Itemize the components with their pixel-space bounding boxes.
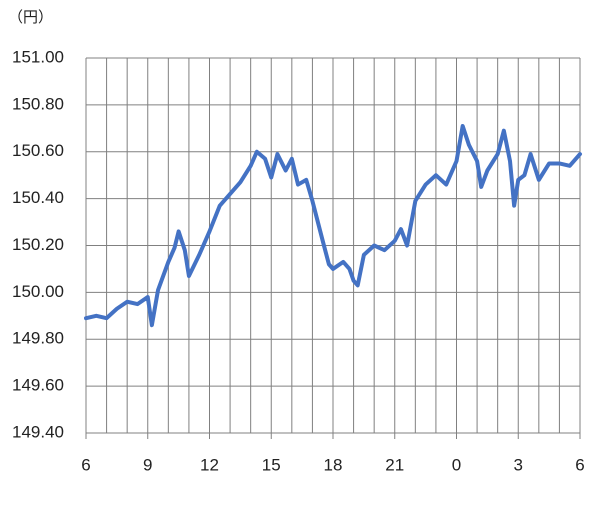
y-tick-label: 150.40: [12, 188, 64, 207]
y-tick-label: 150.20: [12, 235, 64, 254]
y-axis-label: （円）: [8, 9, 53, 26]
y-tick-label: 150.60: [12, 141, 64, 160]
x-tick-label: 18: [324, 455, 343, 474]
y-tick-label: 150.80: [12, 94, 64, 113]
y-tick-label: 150.00: [12, 282, 64, 301]
x-tick-label: 9: [143, 455, 152, 474]
y-tick-label: 151.00: [12, 47, 64, 66]
y-tick-label: 149.60: [12, 376, 64, 395]
x-tick-label: 21: [385, 455, 404, 474]
x-tick-label: 3: [514, 455, 523, 474]
x-tick-label: 6: [575, 455, 584, 474]
price-line: [84, 123, 582, 328]
x-tick-label: 0: [452, 455, 461, 474]
y-tick-label: 149.40: [12, 422, 64, 441]
x-tick-label: 6: [81, 455, 90, 474]
y-tick-label: 149.80: [12, 329, 64, 348]
x-tick-label: 15: [262, 455, 281, 474]
x-tick-label: 12: [200, 455, 219, 474]
